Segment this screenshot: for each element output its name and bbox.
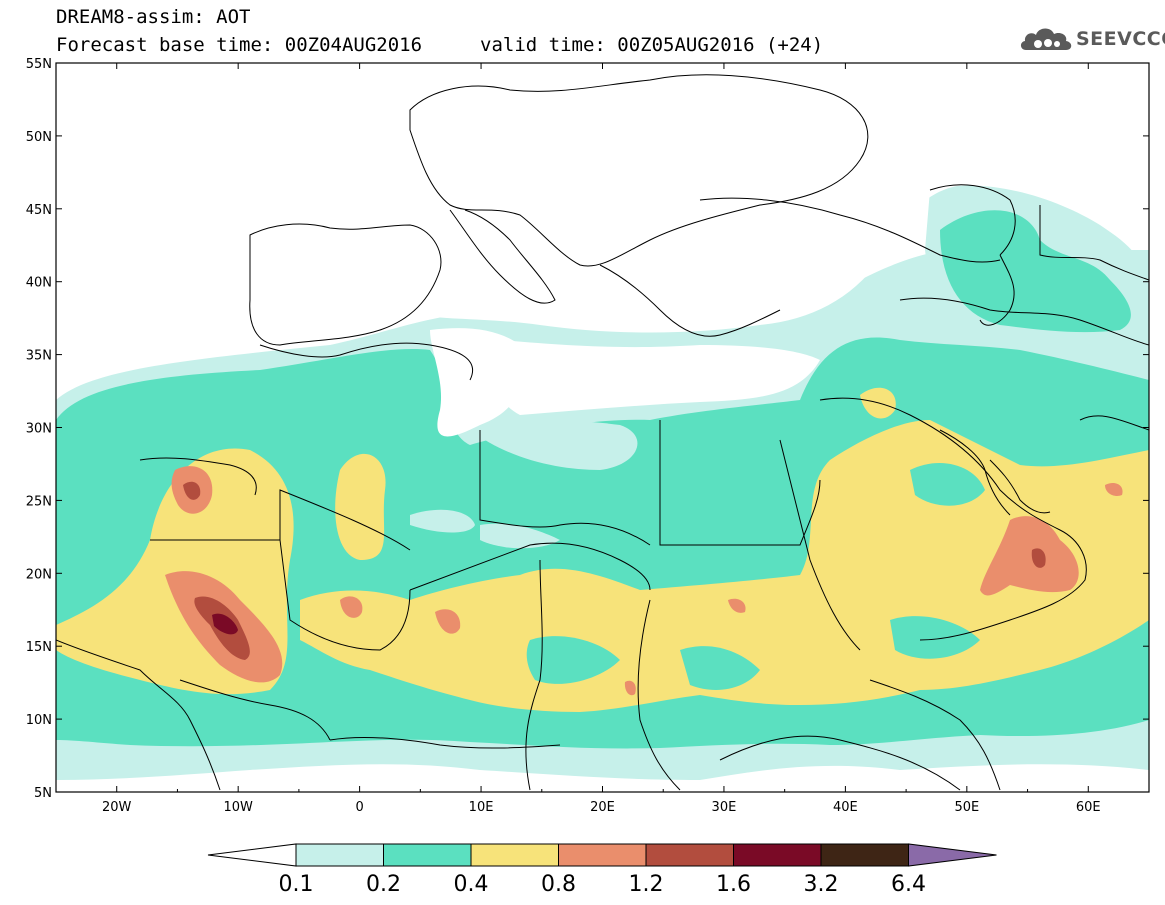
lat-label: 40N — [26, 276, 52, 291]
aot-field-1_6 — [212, 613, 238, 635]
colorbar-segment — [820, 843, 909, 867]
lon-label: 0 — [355, 800, 363, 815]
lat-label: 50N — [26, 130, 52, 145]
lon-label: 20W — [102, 800, 132, 815]
aot-field-0_2-islands — [526, 462, 985, 690]
lat-label: 55N — [26, 57, 52, 72]
lat-label: 45N — [26, 203, 52, 218]
colorbar-segment — [383, 843, 472, 867]
colorbar-segment — [645, 843, 734, 867]
lat-label: 10N — [26, 713, 52, 728]
colorbar-segment — [470, 843, 559, 867]
colorbar-lower-arrow — [207, 843, 297, 867]
lat-label: 20N — [26, 567, 52, 582]
colorbar-segment — [733, 843, 822, 867]
colorbar-level-label: 0.4 — [454, 872, 489, 897]
colorbar-segment — [295, 843, 384, 867]
seevccc-logo: SEEVCCC — [1018, 24, 1165, 54]
lat-label: 25N — [26, 494, 52, 509]
map-title: DREAM8-assim: AOT — [56, 6, 251, 28]
cloud-icon — [1020, 28, 1072, 50]
logo-text: SEEVCCC — [1076, 28, 1165, 50]
colorbar-level-label: 1.2 — [629, 872, 664, 897]
colorbar-level-label: 0.2 — [366, 872, 401, 897]
lon-label: 50E — [954, 800, 979, 815]
forecast-times: Forecast base time: 00Z04AUG2016 valid ti… — [56, 34, 823, 56]
country-borders — [56, 74, 1149, 791]
valid-time: valid time: 00Z05AUG2016 (+24) — [480, 34, 824, 56]
lat-label: 15N — [26, 640, 52, 655]
lon-label: 10W — [223, 800, 253, 815]
colorbar-level-label: 6.4 — [891, 872, 926, 897]
lon-label: 40E — [833, 800, 858, 815]
lat-label: 35N — [26, 349, 52, 364]
lon-label: 30E — [712, 800, 737, 815]
lon-label: 20E — [590, 800, 615, 815]
latitude-axis: 55N 50N 45N 40N 35N 30N 25N 20N 15N 10N 5N — [26, 57, 1149, 801]
lon-label: 10E — [469, 800, 494, 815]
colorbar-level-label: 1.6 — [716, 872, 751, 897]
colorbar-level-label: 0.8 — [541, 872, 576, 897]
lon-label: 60E — [1076, 800, 1101, 815]
base-time: Forecast base time: 00Z04AUG2016 — [56, 34, 423, 56]
colorbar-segment — [558, 843, 647, 867]
aot-field-clear — [56, 63, 1149, 437]
lat-label: 30N — [26, 422, 52, 437]
aot-fields — [56, 63, 1149, 780]
colorbar-level-label: 0.1 — [279, 872, 314, 897]
lat-label: 5N — [34, 786, 52, 801]
longitude-axis: 20W 10W 0 10E 20E 30E 40E 50E 60E — [55, 63, 1150, 815]
colorbar-upper-arrow — [908, 843, 997, 867]
colorbar-legend: 0.1 0.2 0.4 0.8 1.2 1.6 3.2 6.4 — [207, 843, 997, 897]
colorbar-level-label: 3.2 — [804, 872, 839, 897]
